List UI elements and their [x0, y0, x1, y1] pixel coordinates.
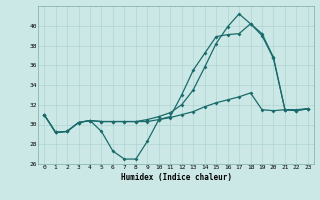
X-axis label: Humidex (Indice chaleur): Humidex (Indice chaleur)	[121, 173, 231, 182]
